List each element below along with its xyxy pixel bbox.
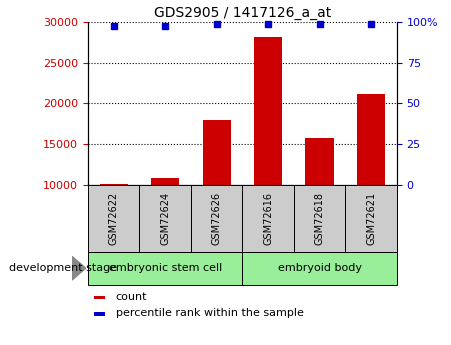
Text: GSM72618: GSM72618 — [315, 192, 325, 245]
Polygon shape — [72, 257, 86, 280]
Text: percentile rank within the sample: percentile rank within the sample — [116, 308, 304, 318]
Bar — [94, 312, 105, 316]
Text: GSM72621: GSM72621 — [366, 192, 376, 245]
Bar — [88, 252, 243, 285]
Bar — [202, 120, 231, 185]
Bar — [254, 37, 282, 185]
Bar — [191, 185, 243, 252]
Bar — [151, 178, 179, 185]
Bar — [345, 185, 397, 252]
Bar — [88, 185, 139, 252]
Bar — [305, 138, 334, 185]
Text: embryoid body: embryoid body — [278, 263, 362, 273]
Title: GDS2905 / 1417126_a_at: GDS2905 / 1417126_a_at — [154, 6, 331, 20]
Text: count: count — [116, 292, 147, 302]
Bar — [243, 185, 294, 252]
Text: GSM72622: GSM72622 — [109, 191, 119, 245]
Bar — [243, 252, 397, 285]
Bar — [94, 296, 105, 299]
Bar — [357, 94, 385, 185]
Text: embryonic stem cell: embryonic stem cell — [109, 263, 222, 273]
Bar — [100, 184, 128, 185]
Bar — [139, 185, 191, 252]
Text: development stage: development stage — [9, 263, 117, 273]
Text: GSM72616: GSM72616 — [263, 192, 273, 245]
Text: GSM72624: GSM72624 — [160, 192, 170, 245]
Bar — [294, 185, 345, 252]
Text: GSM72626: GSM72626 — [212, 192, 222, 245]
